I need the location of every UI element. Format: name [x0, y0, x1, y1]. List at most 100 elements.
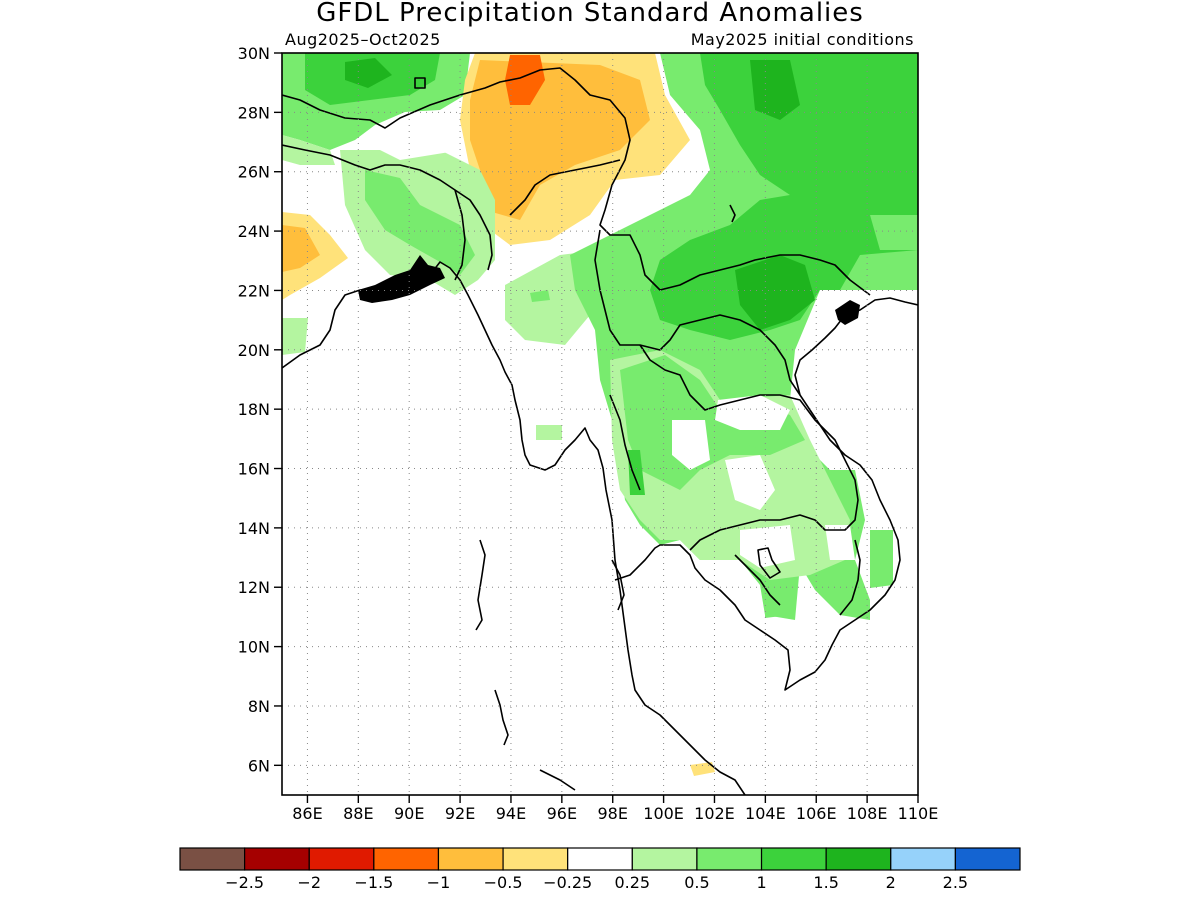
lon-tick-label: 96E [547, 804, 577, 823]
border [609, 394, 641, 491]
colorbar-label: −2.5 [225, 873, 264, 892]
lon-tick-label: 86E [292, 804, 322, 823]
colorbar-label: 0.5 [684, 873, 709, 892]
colorbar-swatch [244, 847, 310, 871]
anomaly-area [628, 450, 645, 495]
lat-tick-label: 10N [238, 638, 270, 657]
anomaly-area [715, 395, 790, 430]
lat-lon-grid [282, 53, 918, 795]
coastlines-and-borders [282, 67, 918, 795]
colorbar-label: 2 [886, 873, 896, 892]
lon-tick-label: 94E [496, 804, 526, 823]
colorbar-swatch [825, 847, 892, 871]
colorbar-swatch [373, 847, 440, 871]
anomaly-area [748, 430, 780, 450]
lat-tick-label: 16N [238, 460, 270, 479]
island [494, 689, 509, 746]
colorbar-swatch [760, 847, 827, 871]
colorbar-swatch [179, 847, 246, 871]
colorbar-swatch [631, 847, 698, 871]
anomaly-area [536, 425, 562, 440]
anomaly-area [345, 58, 392, 88]
lat-tick-label: 6N [248, 756, 270, 775]
figure-title: GFDL Precipitation Standard Anomalies [316, 0, 864, 28]
anomaly-area [735, 255, 815, 330]
colorbar-swatch [890, 847, 956, 871]
island [757, 547, 781, 579]
border [594, 229, 801, 396]
colorbar: −2.5 −2 −1.5 −1 −0.5 −0.25 0.25 0.5 1 1.5 2 2.5 [179, 847, 1021, 892]
period-label: Aug2025–Oct2025 [285, 30, 441, 49]
anomaly-area [650, 53, 918, 340]
lat-tick-label: 12N [238, 578, 270, 597]
island [475, 539, 486, 631]
island [611, 559, 625, 611]
colorbar-label: 2.5 [943, 873, 968, 892]
lon-tick-label: 92E [445, 804, 475, 823]
vietnam-coast-detail [835, 300, 860, 325]
longitude-labels: 86E 88E 90E 92E 94E 96E 98E 100E 102E 104E 106E 108… [292, 795, 938, 823]
colorbar-swatch [567, 847, 633, 871]
lon-tick-label: 106E [796, 804, 837, 823]
border [282, 67, 871, 296]
anomaly-area [672, 420, 710, 470]
delta-coastline [358, 255, 445, 303]
border [734, 554, 781, 606]
lon-tick-label: 90E [394, 804, 424, 823]
anomaly-area [282, 225, 320, 272]
island [729, 204, 736, 223]
island [414, 77, 426, 89]
border [282, 144, 493, 271]
colorbar-label: 0.25 [614, 873, 650, 892]
colorbar-swatch [954, 847, 1021, 871]
anomaly-fields [282, 53, 918, 776]
colorbar-label: 1 [756, 873, 766, 892]
lat-tick-label: 14N [238, 519, 270, 538]
anomaly-area [795, 290, 918, 420]
colorbar-swatch [696, 847, 763, 871]
lat-tick-label: 28N [238, 103, 270, 122]
lon-tick-label: 104E [745, 804, 786, 823]
map-frame [281, 52, 919, 796]
anomaly-area [282, 318, 308, 355]
border [639, 344, 859, 551]
coastline [614, 297, 918, 691]
anomaly-area [365, 170, 475, 275]
colorbar-label: −1.5 [354, 873, 393, 892]
init-label: May2025 initial conditions [691, 30, 914, 49]
lat-tick-label: 26N [238, 163, 270, 182]
lon-tick-label: 100E [643, 804, 684, 823]
latitude-labels: 30N 28N 26N 24N 22N 20N 18N 16N 14N 12N 10N 8N 6N [238, 44, 282, 775]
lon-tick-label: 110E [898, 804, 939, 823]
lat-tick-label: 8N [248, 697, 270, 716]
lon-tick-label: 102E [694, 804, 735, 823]
colorbar-label: 1.5 [813, 873, 838, 892]
lat-tick-label: 22N [238, 281, 270, 300]
colorbar-label: −0.5 [484, 873, 523, 892]
lon-tick-label: 108E [847, 804, 888, 823]
anomaly-area [530, 290, 550, 302]
lat-tick-label: 20N [238, 341, 270, 360]
lat-tick-label: 24N [238, 222, 270, 241]
anomaly-area [870, 530, 893, 588]
anomaly-area [620, 355, 805, 490]
anomaly-area [740, 525, 795, 568]
anomaly-area [505, 55, 545, 105]
lat-tick-label: 18N [238, 400, 270, 419]
anomaly-area [750, 60, 800, 120]
colorbar-label: −0.25 [543, 873, 592, 892]
anomaly-area [870, 215, 918, 250]
anomaly-area [765, 580, 790, 618]
border [839, 539, 861, 616]
island [539, 769, 576, 791]
colorbar-swatch [437, 847, 504, 871]
lat-tick-label: 30N [238, 44, 270, 63]
colorbar-swatch [308, 847, 375, 871]
lon-tick-label: 98E [597, 804, 627, 823]
colorbar-label: −2 [297, 873, 321, 892]
colorbar-label: −1 [427, 873, 451, 892]
anomaly-area [378, 125, 462, 160]
anomaly-area [825, 525, 855, 560]
lon-tick-label: 88E [343, 804, 373, 823]
